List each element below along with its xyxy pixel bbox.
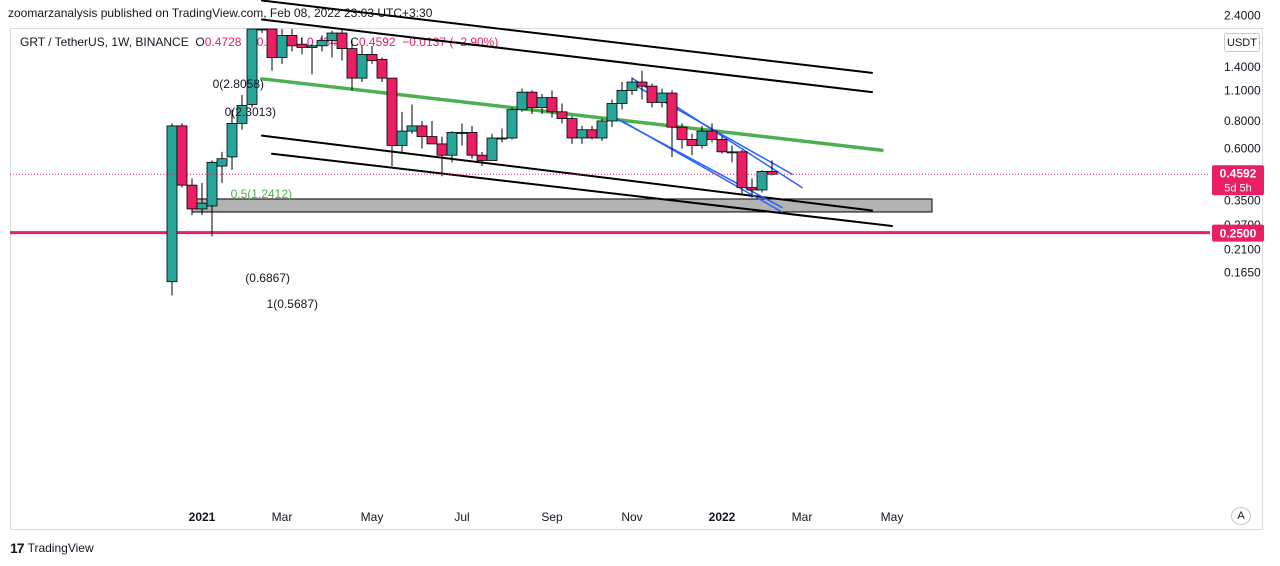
currency-unit-button[interactable]: USDT [1224, 33, 1260, 52]
legend-close-key: C [350, 35, 359, 49]
publisher-caption: zoomarzanalysis published on TradingView… [8, 6, 433, 20]
legend-low-key: L [300, 35, 307, 49]
legend-change: −0.0137 (−2.90%) [402, 35, 499, 49]
legend-high-value: 0.5304 [256, 35, 294, 49]
chart-frame [10, 28, 1263, 530]
price-tick-label: 2.4000 [1224, 9, 1261, 23]
auto-scale-button[interactable]: A [1231, 507, 1251, 525]
tradingview-logo-icon: 17 [10, 540, 25, 556]
symbol-legend: GRT / TetherUS, 1W, BINANCE O0.4728 H0.5… [20, 35, 498, 49]
footer-brand: TradingView [27, 541, 94, 555]
legend-open-value: 0.4728 [204, 35, 242, 49]
tradingview-footer[interactable]: 17 TradingView [10, 540, 94, 556]
legend-high-key: H [248, 35, 257, 49]
legend-close-value: 0.4592 [358, 35, 396, 49]
legend-low-value: 0.4540 [306, 35, 344, 49]
legend-open-key: O [195, 35, 205, 49]
legend-symbol[interactable]: GRT / TetherUS, 1W, BINANCE [20, 35, 189, 49]
